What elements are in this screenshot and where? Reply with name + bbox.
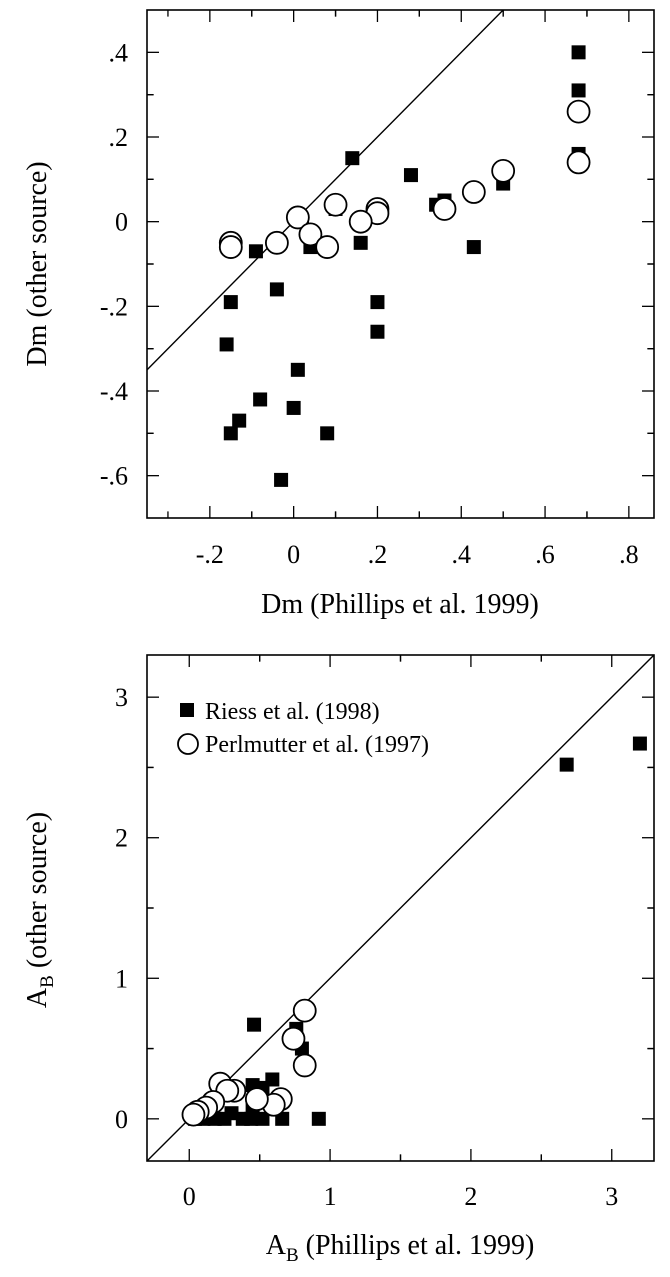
top-square-point (290, 362, 305, 377)
bottom-x-tick-label: 3 (605, 1182, 618, 1211)
bottom-y-axis-title: AB (other source) (22, 812, 58, 1008)
bottom-x-axis-title-rest: (Phillips et al. 1999) (299, 1230, 535, 1261)
top-x-tick-label: .8 (619, 540, 639, 569)
top-circle-point (264, 230, 289, 255)
bottom-square-point (311, 1111, 326, 1126)
top-circle-point (298, 222, 323, 247)
top-identity-line (147, 10, 505, 371)
top-x-tick-label: .4 (452, 540, 472, 569)
top-y-tick-label: -.4 (100, 377, 128, 406)
bottom-square-point (255, 1111, 270, 1126)
bottom-circle-point (292, 1053, 317, 1078)
legend: Riess et al. (1998) Perlmutter et al. (1… (177, 699, 429, 758)
top-square-point (370, 295, 385, 310)
top-y-tick-label: 0 (115, 208, 128, 237)
bottom-circle-point (292, 998, 317, 1023)
bottom-y-tick-label: 1 (115, 964, 128, 993)
extinction-comparison-chart: 0 1 2 3 0 1 2 3 Riess et al. (1998) Perlmutter … (22, 654, 655, 1266)
top-square-point (223, 426, 238, 441)
top-y-tick-label: -.6 (100, 462, 128, 491)
top-x-tick-label: -.2 (196, 540, 224, 569)
bottom-square-point (247, 1017, 262, 1032)
top-square-point (248, 244, 263, 259)
top-square-point (403, 168, 418, 183)
top-circle-point (566, 99, 591, 124)
top-circle-point (432, 197, 457, 221)
bottom-square-point (559, 757, 574, 772)
top-circle-point (315, 235, 340, 259)
top-square-point (274, 472, 289, 487)
top-square-point (269, 282, 284, 297)
top-circle-point (323, 192, 348, 217)
bottom-y-axis-title-sub: B (37, 975, 58, 988)
dm-comparison-chart: -.2 0 .2 .4 .6 .8 -.6 -.4 -.2 0 .2 .4 Dm (Phillips … (22, 9, 655, 620)
top-plot-frame (146, 9, 655, 519)
top-square-point (232, 413, 247, 428)
top-x-tick-label: .6 (535, 540, 555, 569)
bottom-y-tick-label: 3 (115, 683, 128, 712)
top-y-axis-title: Dm (other source) (22, 161, 53, 366)
top-circle-point (491, 158, 516, 183)
bottom-x-axis-title-sub: B (286, 1245, 299, 1266)
top-circle-point (461, 180, 486, 204)
top-square-point (253, 392, 268, 407)
top-square-point (370, 324, 385, 339)
top-x-tick-label: 0 (287, 540, 300, 569)
bottom-square-point (632, 736, 647, 751)
bottom-plot-frame (146, 654, 655, 1162)
top-square-point (223, 295, 238, 310)
bottom-square-point (235, 1111, 250, 1126)
legend-marker-riess (180, 703, 194, 717)
bottom-y-axis-title-rest: (other source) (22, 812, 53, 975)
top-y-tick-label: .4 (109, 38, 129, 67)
top-circle-point (218, 235, 243, 259)
bottom-circle-point (181, 1102, 206, 1127)
bottom-y-axis-title-a: A (22, 987, 53, 1008)
bottom-x-axis-title-a: A (266, 1230, 287, 1261)
top-x-tick-label: .2 (368, 540, 388, 569)
top-circle-point (348, 209, 373, 234)
top-square-point (320, 426, 335, 441)
bottom-identity-line (147, 655, 654, 1161)
bottom-x-tick-label: 1 (324, 1182, 337, 1211)
bottom-y-tick-label: 0 (115, 1105, 128, 1134)
legend-label-riess: Riess et al. (1998) (205, 699, 380, 725)
bottom-circle-point (281, 1026, 306, 1051)
bottom-circle-point (244, 1087, 269, 1112)
legend-marker-perlmutter (177, 733, 199, 755)
top-square-point (286, 400, 301, 415)
top-square-point (345, 151, 360, 166)
top-square-point (353, 235, 368, 250)
top-circle-point (566, 150, 591, 175)
bottom-x-tick-label: 0 (183, 1182, 196, 1211)
top-x-axis-title: Dm (Phillips et al. 1999) (261, 589, 539, 620)
top-circle-point (285, 205, 310, 230)
top-square-point (219, 337, 234, 352)
bottom-x-axis-title: AB (Phillips et al. 1999) (266, 1230, 535, 1266)
bottom-x-tick-label: 2 (464, 1182, 477, 1211)
top-square-point (571, 83, 586, 98)
top-y-tick-label: .2 (109, 123, 129, 152)
bottom-y-tick-label: 2 (115, 824, 128, 853)
top-square-point (466, 240, 481, 255)
legend-label-perlmutter: Perlmutter et al. (1997) (205, 732, 429, 758)
top-y-tick-label: -.2 (100, 292, 128, 321)
top-square-point (571, 45, 586, 60)
